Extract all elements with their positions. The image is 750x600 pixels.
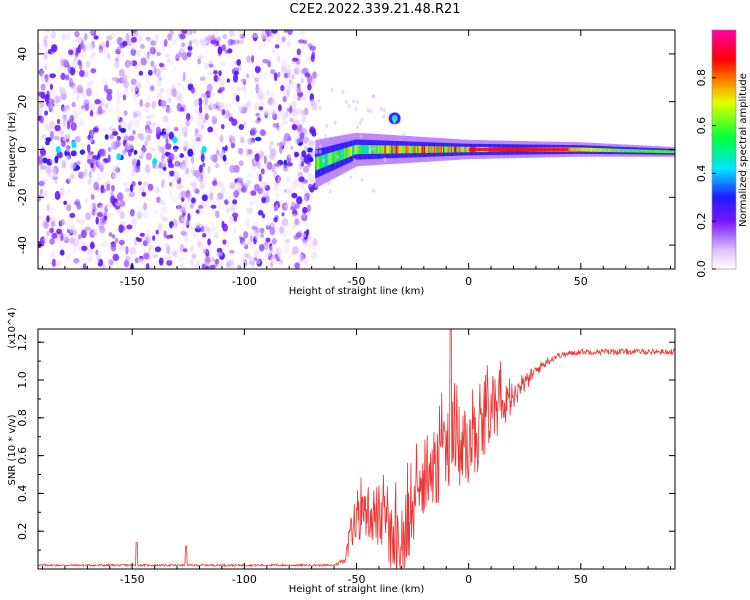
- colorbar: [711, 29, 737, 270]
- colorbar-label: Normalized spectral amplitude: [738, 73, 749, 227]
- chart-title: C2E2.2022.339.21.48.R21: [289, 2, 461, 17]
- x-tick-label: 0: [465, 275, 472, 288]
- y-tick-label: 20: [16, 95, 29, 109]
- snr-plot-area: [38, 329, 675, 569]
- snr-series-line: [38, 329, 675, 569]
- y-tick-label: 0.6: [16, 447, 29, 465]
- y-tick-label: 0.4: [16, 485, 29, 503]
- y-tick-label: -40: [16, 236, 29, 254]
- y-axis-label: SNR (10 * v/v): [7, 414, 18, 485]
- y-tick-label: 1.0: [16, 371, 29, 389]
- y-tick-label: 0.2: [16, 522, 29, 540]
- x-tick-label: -150: [120, 275, 145, 288]
- x-tick-label: -50: [348, 573, 366, 586]
- plot2-frame: [37, 328, 676, 570]
- x-axis-label: Height of straight line (km): [289, 286, 425, 297]
- x-tick-label: -50: [348, 275, 366, 288]
- x-tick-label: -100: [232, 275, 257, 288]
- x-tick-label: 50: [574, 275, 588, 288]
- y-axis-label: Frequency (Hz): [7, 112, 18, 188]
- x-tick-label: -150: [120, 573, 145, 586]
- colorbar-tick-label: 0.8: [695, 69, 708, 87]
- x-tick-label: 50: [574, 573, 588, 586]
- colorbar-tick-label: 0.6: [695, 117, 708, 135]
- y-axis-multiplier: (x10^4): [7, 307, 18, 348]
- y-tick-label: 0.8: [16, 409, 29, 427]
- y-tick-label: 40: [16, 47, 29, 61]
- y-tick-label: -20: [16, 188, 29, 206]
- spectrogram-image: [38, 30, 675, 269]
- x-axis-label: Height of straight line (km): [289, 584, 425, 595]
- colorbar-tick-label: 0.4: [695, 165, 708, 183]
- colorbar-tick-label: 0.2: [695, 212, 708, 230]
- x-tick-label: 0: [465, 573, 472, 586]
- y-tick-label: 0: [16, 146, 29, 153]
- y-tick-label: 1.2: [16, 333, 29, 351]
- x-tick-label: -100: [232, 573, 257, 586]
- colorbar-tick-label: 0.0: [695, 260, 708, 278]
